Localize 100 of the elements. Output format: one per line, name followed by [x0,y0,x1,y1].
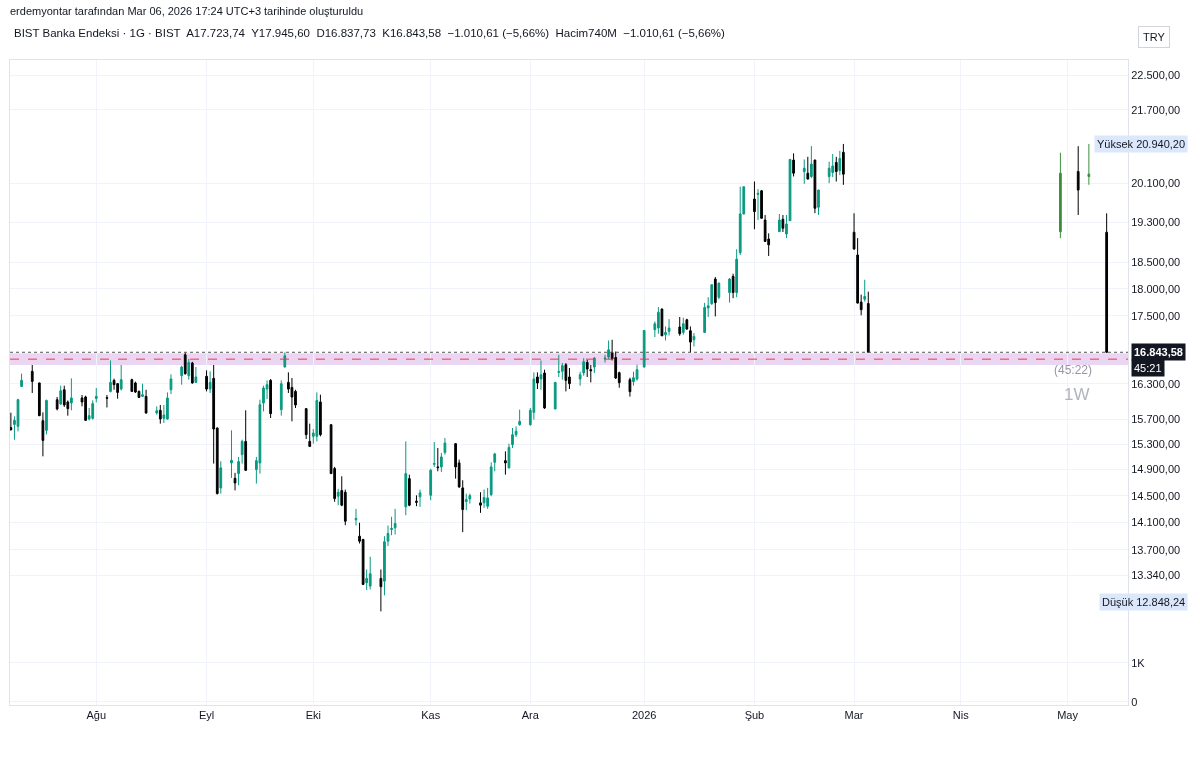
candlestick [244,409,248,472]
text: TRY [1143,31,1166,43]
text: 45:21 [1134,362,1162,374]
chart-subtitle: erdemyontar tarafından Mar 06, 2026 17:24 UTC+3 tarihinde oluşturuldu [10,5,364,17]
x-tick-label: Şub [744,709,765,722]
y-tick-label: 19.300,00 [1131,215,1181,228]
candlestick [20,373,23,388]
x-tick-label: Ağu [86,709,107,722]
candlestick [564,362,568,392]
candlestick [319,394,322,437]
candlestick [1076,145,1080,216]
candlestick [518,409,522,427]
candlestick [731,273,735,299]
candlestick [785,214,788,239]
x-tick-label: May [1057,709,1079,722]
candlestick [155,405,159,416]
candlestick [70,377,73,411]
candlestick [407,474,411,507]
candlestick [279,379,283,417]
chart-title: BIST Banka Endeksi · 1G · BIST A17.723,74 Y17.945,60 D16.837,73 K16.843,58 −1.010,61 (−5,66%) Hacim740M −1.010,61 (−5,66%) [14,27,726,40]
candlestick [806,156,810,180]
y-tick-label: 14.100,00 [1131,516,1181,529]
annotation: Yüksek 20.940,20 [1097,138,1186,150]
candlestick [368,556,372,590]
y-tick-label: 17.500,00 [1131,309,1181,322]
candlestick [866,291,870,354]
y-tick-label: 16.300,00 [1131,377,1181,390]
candlestick [685,318,689,331]
candlestick [678,316,682,337]
y-tick-label: 13.340,00 [1131,569,1181,582]
x-tick-label: Eki [305,709,321,722]
candlestick [834,156,838,183]
y-tick-label: 18.500,00 [1131,256,1181,269]
x-tick-label: Mar [844,709,864,722]
candlestick [792,152,795,177]
candlestick [589,364,593,383]
candlestick [1059,152,1062,239]
candlestick [166,391,169,421]
candlestick [585,359,589,378]
y-tick-label: 15.700,00 [1131,413,1181,426]
candlestick [105,394,109,408]
candlestick [190,361,194,385]
x-tick-label: Nis [952,709,970,722]
candlestick [810,145,813,179]
x-tick-label: Ara [521,709,540,722]
candlestick [568,367,571,390]
y-tick-label: 13.700,00 [1131,543,1181,556]
candlestick [681,317,685,336]
candlestick [657,306,660,335]
candlestick [84,395,87,422]
candlestick [187,358,191,381]
candlestick [45,399,48,435]
candlestick [432,441,436,468]
candlestick [557,354,561,378]
y-tick-label: 0 [1131,695,1138,708]
candlestick [838,150,842,176]
candlestick [169,373,173,395]
candlestick [219,460,223,495]
y-tick-label: 18.000,00 [1131,282,1181,295]
candlestick [692,332,696,348]
candlestick [735,248,739,298]
candlestick [315,391,319,442]
x-tick-label: 2026 [631,709,657,722]
candlestick [205,369,208,392]
candlestick [134,381,137,394]
candlestick [336,488,340,506]
candlestick [59,385,63,406]
candlestick [713,276,717,317]
candlestick [738,186,742,256]
candlestick [55,396,59,411]
candlestick [635,364,639,382]
candlestick [208,370,212,394]
candlestick [10,412,13,432]
candlestick [863,279,867,303]
x-tick-label: Kas [421,709,441,722]
x-tick-label: Eyl [198,709,215,722]
y-tick-label: 22.500,00 [1131,69,1181,82]
candlestick [443,437,447,456]
candlestick [1087,143,1091,186]
candlestick [660,308,664,337]
candlestick [536,371,539,390]
candlestick [116,382,119,400]
candlestick [802,158,806,185]
candlestick [230,429,233,479]
candlestick [817,189,820,216]
candlestick [393,508,397,536]
y-tick-label: 14.900,00 [1131,463,1181,476]
candlestick [479,491,482,514]
candlestick [592,356,596,374]
candlestick [464,493,468,511]
candlestick [158,404,162,425]
candlestick [436,447,440,472]
candlestick [130,378,134,393]
y-tick-label: 21.700,00 [1131,103,1181,116]
candlestick [144,389,148,415]
candlestick [415,494,418,507]
candlestick [628,377,632,398]
annotation: (45:22) [1054,363,1093,377]
candlestick [842,143,845,186]
candlestick [429,468,433,501]
